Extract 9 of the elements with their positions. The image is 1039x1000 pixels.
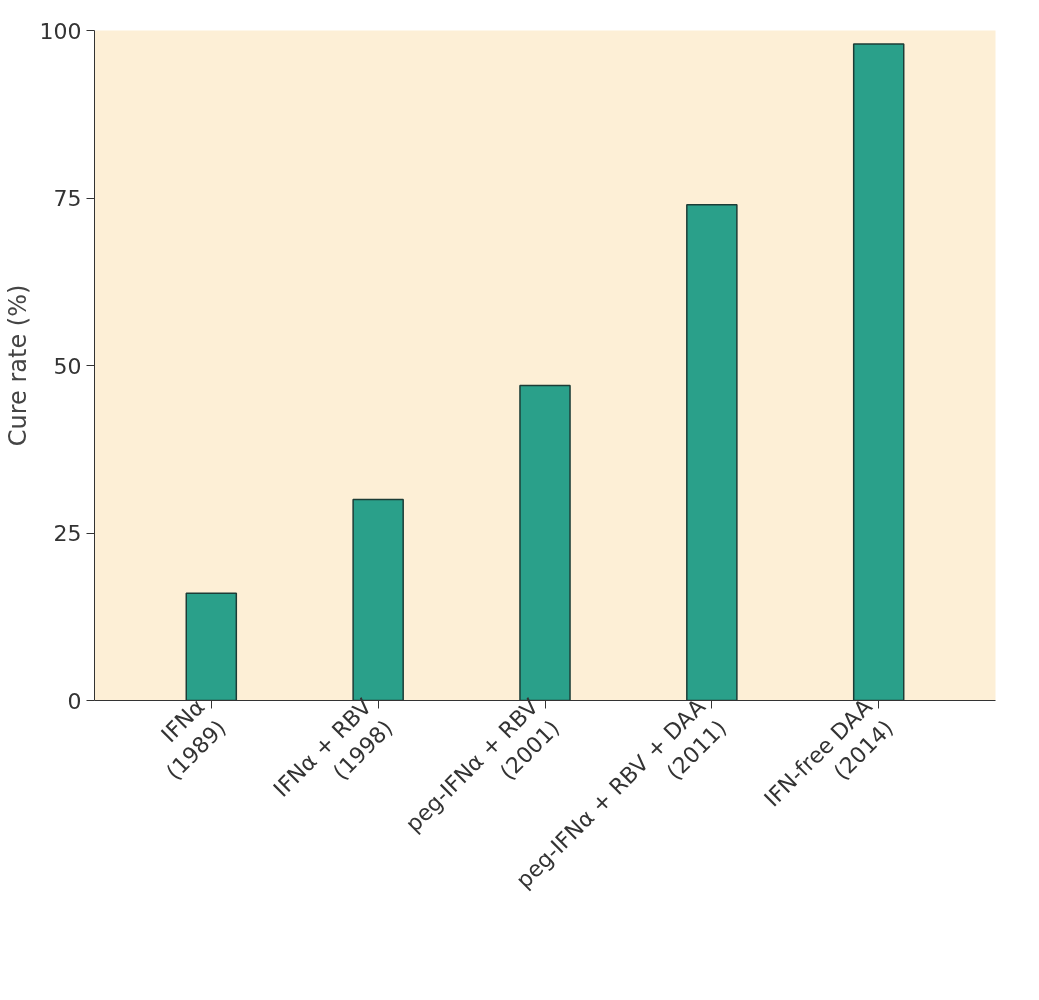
y-tick-label: 75 — [53, 186, 82, 211]
bar — [185, 592, 238, 701]
y-axis-title: Cure rate (%) — [3, 284, 32, 447]
y-tick-label: 25 — [53, 521, 82, 546]
bar — [686, 203, 738, 701]
bar — [852, 43, 905, 701]
y-tick-label: 0 — [67, 688, 82, 714]
y-tick-label: 50 — [53, 353, 82, 379]
y-tick-label: 100 — [39, 18, 82, 44]
